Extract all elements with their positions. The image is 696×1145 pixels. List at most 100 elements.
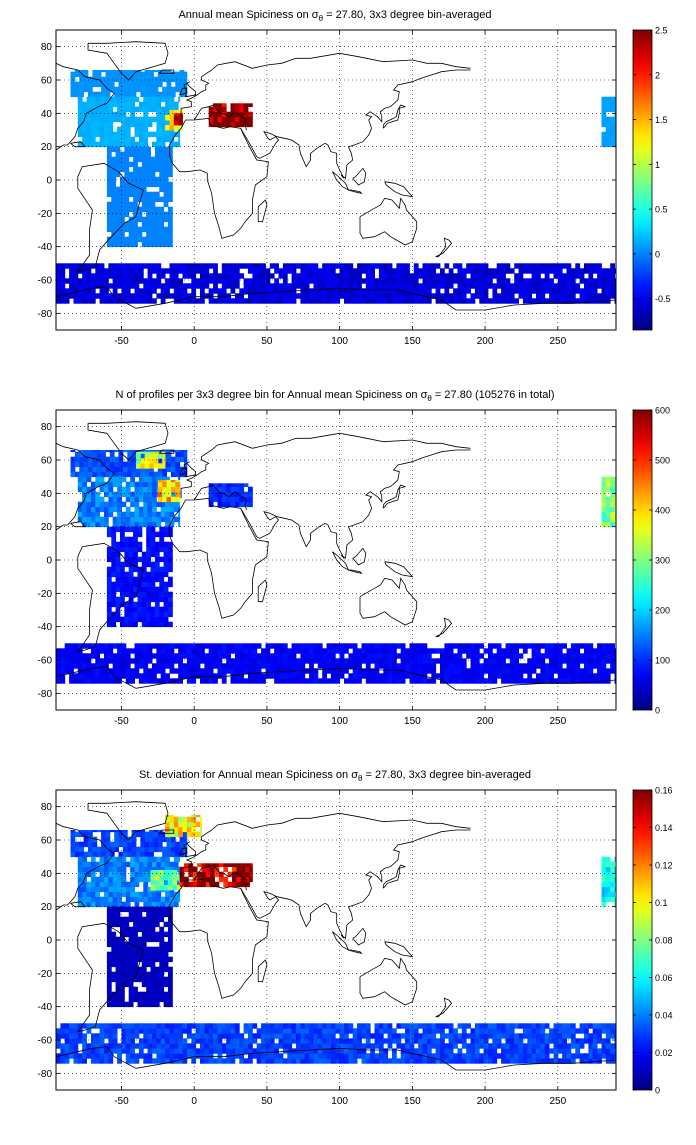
heatmap-cell xyxy=(165,1053,170,1058)
heatmap-cell xyxy=(558,283,563,288)
heatmap-cell xyxy=(252,1033,257,1038)
heatmap-cell xyxy=(138,542,143,547)
heatmap-cell xyxy=(164,1002,169,1007)
heatmap-cell xyxy=(261,283,266,288)
heatmap-cell xyxy=(250,872,253,877)
heatmap-cell xyxy=(126,102,131,107)
heatmap-cell xyxy=(488,278,493,283)
heatmap-cell xyxy=(167,482,172,487)
heatmap-cell xyxy=(82,102,87,107)
heatmap-cell xyxy=(171,852,176,857)
heatmap-cell xyxy=(261,293,266,298)
heatmap-cell xyxy=(122,658,127,663)
heatmap-cell xyxy=(161,517,166,522)
heatmap-cell xyxy=(91,492,96,497)
heatmap-cell xyxy=(484,658,489,663)
heatmap-cell xyxy=(79,847,84,852)
heatmap-cell xyxy=(79,842,84,847)
heatmap-cell xyxy=(136,453,141,458)
heatmap-cell xyxy=(610,507,615,512)
heatmap-cell xyxy=(479,263,484,268)
heatmap-cell xyxy=(100,1028,105,1033)
heatmap-cell xyxy=(471,668,476,673)
heatmap-cell xyxy=(340,1038,345,1043)
heatmap-cell xyxy=(209,107,214,112)
heatmap-cell xyxy=(274,1028,279,1033)
heatmap-cell xyxy=(300,653,305,658)
heatmap-cell xyxy=(91,872,96,877)
heatmap-cell xyxy=(396,273,401,278)
heatmap-cell xyxy=(239,1058,244,1063)
heatmap-cell xyxy=(139,263,144,268)
heatmap-cell xyxy=(506,663,511,668)
heatmap-cell xyxy=(65,1028,70,1033)
heatmap-cell xyxy=(154,70,159,72)
heatmap-cell xyxy=(168,927,173,932)
heatmap-cell xyxy=(174,115,179,120)
heatmap-cell xyxy=(597,668,602,673)
heatmap-cell xyxy=(56,1038,61,1043)
heatmap-cell xyxy=(202,882,207,887)
heatmap-cell xyxy=(65,1043,70,1048)
heatmap-cell xyxy=(120,622,125,627)
heatmap-cell xyxy=(479,653,484,658)
heatmap-cell xyxy=(431,1033,436,1038)
heatmap-cell xyxy=(305,1053,310,1058)
heatmap-cell xyxy=(107,962,112,967)
heatmap-cell xyxy=(444,1033,449,1038)
heatmap-cell xyxy=(156,1048,161,1053)
heatmap-cell xyxy=(348,1058,353,1063)
heatmap-cell xyxy=(222,103,227,107)
heatmap-cell xyxy=(155,237,160,242)
heatmap-cell xyxy=(292,1058,297,1063)
heatmap-cell xyxy=(78,882,83,887)
heatmap-cell xyxy=(183,283,188,288)
heatmap-cell xyxy=(146,952,151,957)
heatmap-cell xyxy=(318,1038,323,1043)
heatmap-cell xyxy=(156,112,161,117)
heatmap-cell xyxy=(113,877,118,882)
heatmap-cell xyxy=(113,663,118,668)
heatmap-cell xyxy=(91,648,96,653)
y-tick-label: 20 xyxy=(41,142,53,153)
heatmap-cell xyxy=(231,483,236,487)
heatmap-cell xyxy=(164,982,169,987)
heatmap-cell xyxy=(191,648,196,653)
heatmap-cell xyxy=(120,927,125,932)
heatmap-cell xyxy=(418,668,423,673)
heatmap-cell xyxy=(606,102,611,107)
heatmap-cell xyxy=(130,117,135,122)
heatmap-cell xyxy=(257,658,262,663)
heatmap-cell xyxy=(100,648,105,653)
heatmap-cell xyxy=(168,957,173,962)
heatmap-cell xyxy=(135,263,140,268)
heatmap-cell xyxy=(71,837,76,842)
heatmap-cell xyxy=(370,1043,375,1048)
heatmap-cell xyxy=(91,273,96,278)
heatmap-cell xyxy=(155,242,160,247)
heatmap-cell xyxy=(610,643,615,648)
heatmap-cell xyxy=(414,653,419,658)
heatmap-cell xyxy=(88,832,93,837)
heatmap-cell xyxy=(130,522,135,527)
heatmap-cell xyxy=(170,97,175,102)
heatmap-cell xyxy=(84,842,89,847)
heatmap-cell xyxy=(357,658,362,663)
heatmap-cell xyxy=(353,293,358,298)
heatmap-cell xyxy=(296,658,301,663)
heatmap-cell xyxy=(287,1023,292,1028)
heatmap-cell xyxy=(232,882,237,887)
heatmap-cell xyxy=(532,278,537,283)
heatmap-cell xyxy=(116,157,121,162)
heatmap-cell xyxy=(133,227,138,232)
heatmap-cell xyxy=(92,830,97,832)
heatmap-cell xyxy=(244,283,249,288)
heatmap-cell xyxy=(174,653,179,658)
heatmap-cell xyxy=(124,582,129,587)
heatmap-cell xyxy=(171,482,176,487)
heatmap-cell xyxy=(287,1058,292,1063)
heatmap-cell xyxy=(392,278,397,283)
heatmap-cell xyxy=(244,103,249,107)
heatmap-cell xyxy=(257,283,262,288)
